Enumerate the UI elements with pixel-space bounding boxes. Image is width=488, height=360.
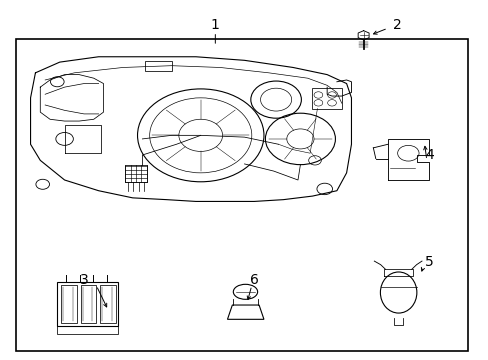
Bar — [61, 285, 77, 323]
Bar — [100, 285, 116, 323]
Bar — [125, 165, 146, 182]
Text: 2: 2 — [392, 18, 401, 32]
Text: 4: 4 — [424, 148, 433, 162]
Text: 3: 3 — [80, 273, 88, 287]
Bar — [81, 285, 96, 323]
Bar — [16, 39, 467, 351]
Bar — [144, 61, 171, 71]
Bar — [311, 88, 341, 109]
Bar — [57, 327, 118, 334]
Text: 1: 1 — [210, 18, 219, 32]
Bar — [57, 282, 118, 327]
Text: 6: 6 — [249, 273, 258, 287]
Text: 5: 5 — [424, 255, 433, 269]
